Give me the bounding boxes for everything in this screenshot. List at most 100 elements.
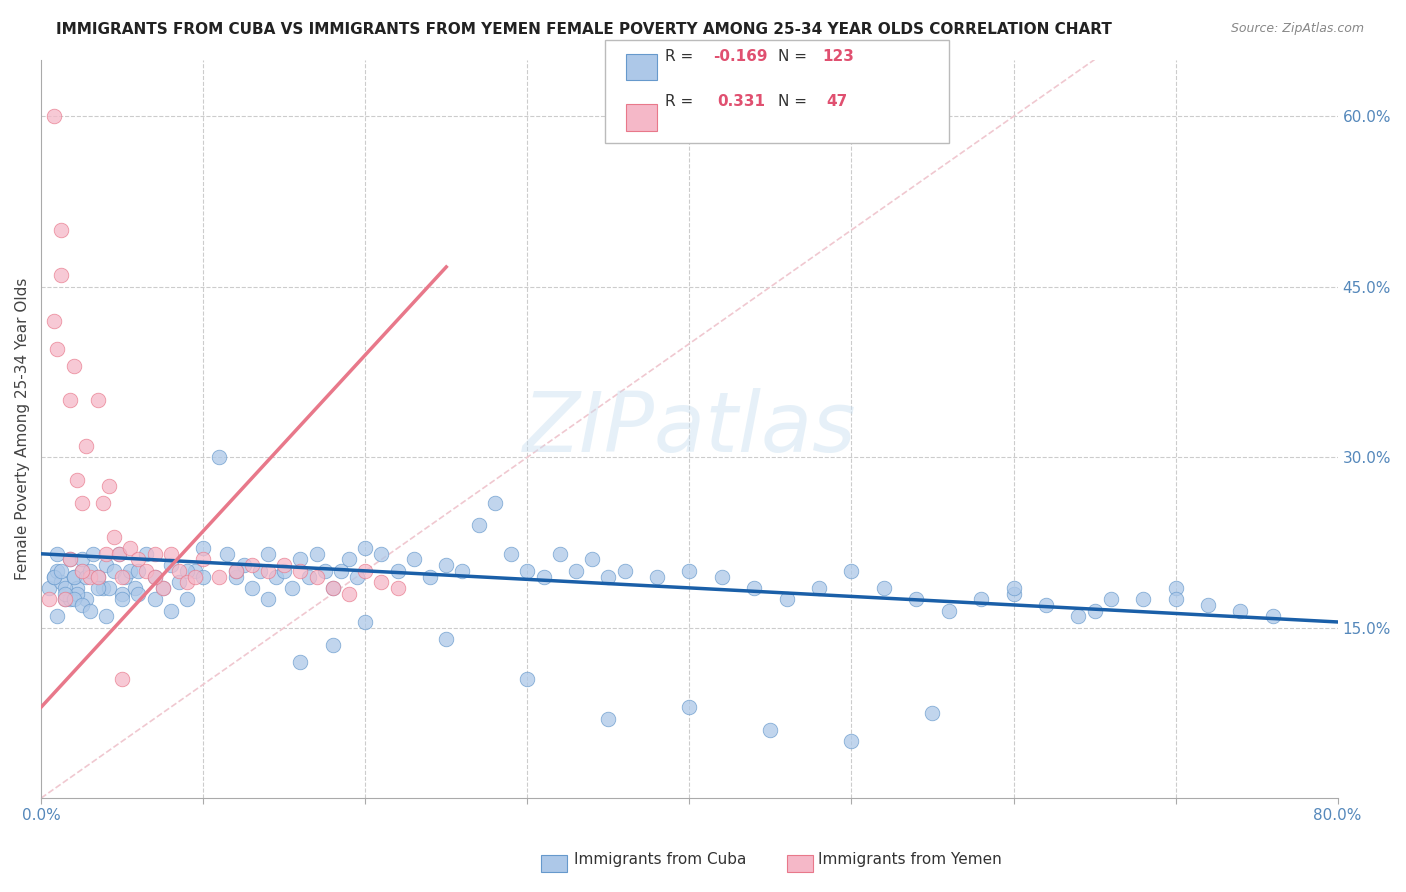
Point: [91, 581, 114, 595]
Point: [98, 478, 121, 492]
Point: [290, 552, 312, 566]
Point: [645, 569, 668, 583]
Point: [208, 450, 231, 465]
Point: [281, 581, 304, 595]
Point: [1229, 604, 1251, 618]
Point: [42, 569, 65, 583]
Point: [1261, 609, 1284, 624]
Point: [38, 592, 60, 607]
Point: [516, 672, 538, 686]
Point: [193, 541, 215, 555]
Point: [66, 473, 89, 487]
Point: [305, 547, 328, 561]
Point: [1067, 609, 1090, 624]
Text: -0.169: -0.169: [713, 49, 768, 64]
Point: [152, 581, 174, 595]
Point: [598, 712, 620, 726]
Point: [143, 569, 166, 583]
Point: [354, 541, 377, 555]
Point: [841, 734, 863, 748]
Point: [467, 518, 489, 533]
Point: [290, 655, 312, 669]
Point: [87, 569, 110, 583]
Point: [42, 109, 65, 123]
Point: [79, 564, 101, 578]
Point: [184, 564, 207, 578]
Point: [208, 569, 231, 583]
Point: [419, 569, 441, 583]
Point: [120, 564, 142, 578]
Point: [329, 564, 352, 578]
Point: [66, 581, 89, 595]
Point: [127, 586, 149, 600]
Point: [46, 343, 69, 357]
Point: [87, 393, 110, 408]
Point: [970, 592, 993, 607]
Point: [305, 569, 328, 583]
Point: [370, 547, 392, 561]
Point: [257, 547, 280, 561]
Point: [759, 723, 782, 737]
Text: R =: R =: [665, 49, 699, 64]
Point: [1132, 592, 1154, 607]
Point: [516, 564, 538, 578]
Point: [1035, 598, 1057, 612]
Point: [434, 632, 457, 646]
Point: [938, 604, 960, 618]
Point: [370, 575, 392, 590]
Point: [62, 359, 84, 374]
Point: [710, 569, 733, 583]
Point: [152, 581, 174, 595]
Point: [94, 609, 117, 624]
Point: [59, 552, 82, 566]
Y-axis label: Female Poverty Among 25-34 Year Olds: Female Poverty Among 25-34 Year Olds: [15, 277, 30, 580]
Point: [94, 547, 117, 561]
Point: [94, 558, 117, 573]
Point: [114, 569, 136, 583]
Point: [264, 569, 287, 583]
Point: [103, 564, 125, 578]
Point: [108, 547, 131, 561]
Point: [143, 592, 166, 607]
Point: [225, 564, 247, 578]
Point: [70, 552, 93, 566]
Point: [225, 569, 247, 583]
Point: [70, 598, 93, 612]
Point: [548, 547, 571, 561]
Point: [1099, 592, 1122, 607]
Point: [167, 575, 190, 590]
Point: [1164, 581, 1187, 595]
Point: [87, 569, 110, 583]
Point: [613, 564, 636, 578]
Point: [322, 581, 344, 595]
Point: [581, 552, 603, 566]
Point: [873, 581, 896, 595]
Point: [46, 609, 69, 624]
Point: [66, 586, 89, 600]
Text: Immigrants from Cuba: Immigrants from Cuba: [574, 853, 747, 867]
Text: 123: 123: [823, 49, 855, 64]
Point: [249, 564, 271, 578]
Point: [193, 552, 215, 566]
Point: [921, 706, 943, 720]
Point: [240, 581, 263, 595]
Point: [70, 564, 93, 578]
Point: [1083, 604, 1105, 618]
Point: [354, 564, 377, 578]
Point: [159, 604, 181, 618]
Point: [337, 552, 360, 566]
Point: [62, 592, 84, 607]
Point: [678, 700, 700, 714]
Point: [451, 564, 474, 578]
Point: [159, 558, 181, 573]
Point: [337, 586, 360, 600]
Point: [217, 547, 239, 561]
Point: [143, 569, 166, 583]
Point: [387, 564, 409, 578]
Point: [82, 547, 104, 561]
Point: [808, 581, 831, 595]
Point: [322, 581, 344, 595]
Point: [184, 569, 207, 583]
Point: [402, 552, 425, 566]
Text: 0.331: 0.331: [717, 95, 765, 109]
